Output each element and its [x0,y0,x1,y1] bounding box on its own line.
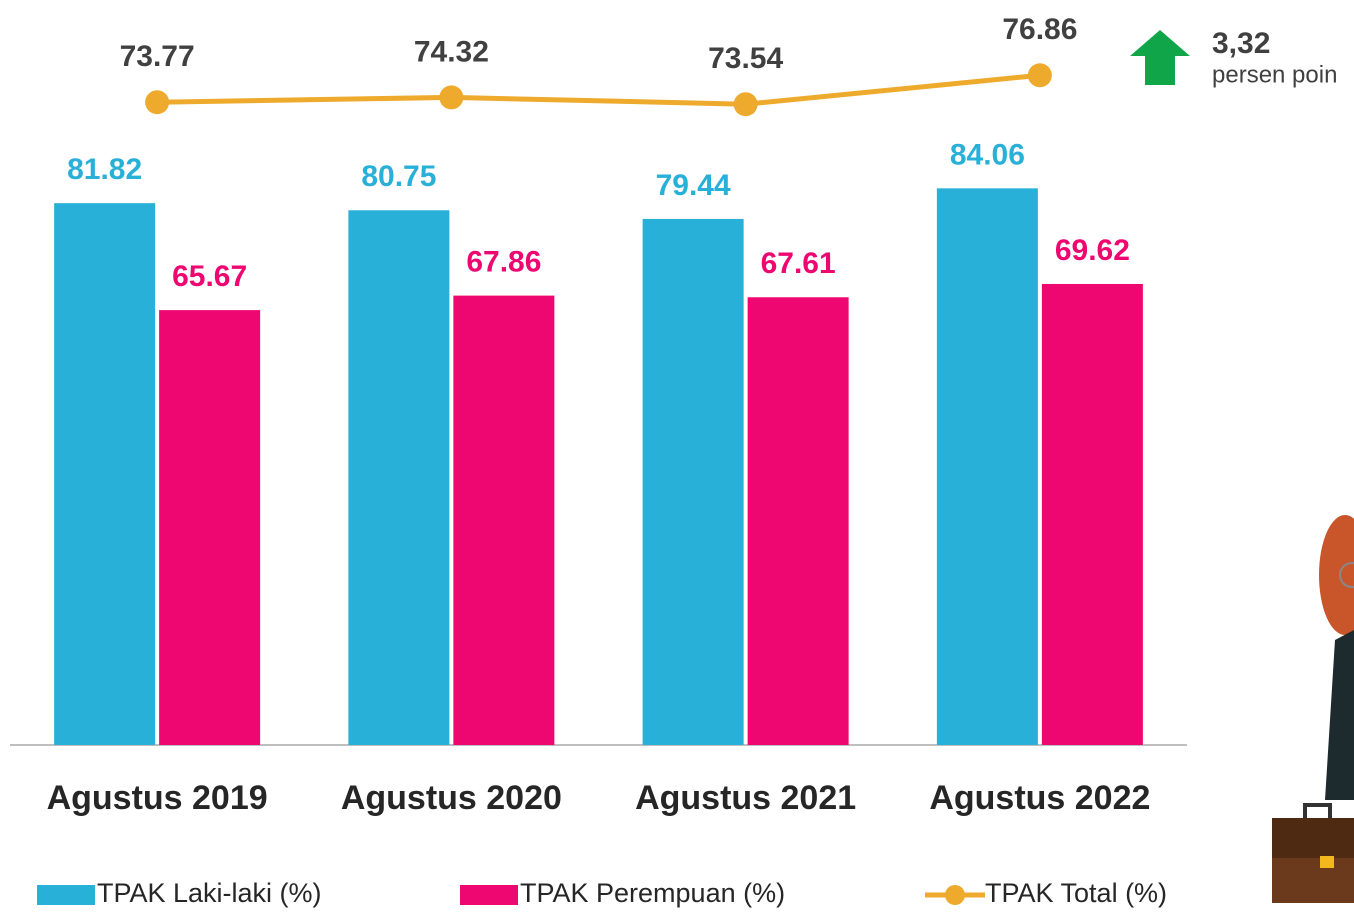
bar [1042,284,1143,745]
value-label: 67.61 [761,247,836,280]
value-label: 65.67 [172,260,247,293]
bar [348,210,449,745]
chart: 3,32 persen poin Agustus 2019 Agustus 202… [0,0,1354,919]
legend-label: TPAK Total (%) [985,878,1167,908]
line-point [145,90,169,114]
value-label: 76.86 [1002,13,1077,46]
line [157,75,1040,104]
illustration [1272,515,1354,903]
value-label: 74.32 [414,35,489,68]
bar [748,297,849,745]
x-tick-label: Agustus 2019 [47,779,268,817]
legend-label: TPAK Laki-laki (%) [97,878,322,908]
bar [643,219,744,745]
growth-annotation: 3,32 persen poin [1130,27,1337,88]
value-label: 79.44 [656,169,731,202]
x-tick-label: Agustus 2022 [929,779,1150,817]
legend-swatch [460,885,518,905]
value-label: 81.82 [67,153,142,186]
line-point [439,85,463,109]
legend-marker [945,885,965,905]
line-point [734,92,758,116]
x-tick-label: Agustus 2021 [635,779,856,817]
bar [453,296,554,745]
legend-label: TPAK Perempuan (%) [520,878,785,908]
bar [159,310,260,745]
value-label: 73.54 [708,42,783,75]
value-label: 67.86 [466,246,541,279]
up-arrow [1130,30,1190,85]
value-label: 84.06 [950,138,1025,171]
bar [54,203,155,745]
value-label: 69.62 [1055,234,1130,267]
legend-swatch [37,885,95,905]
value-label: 73.77 [120,40,195,73]
line-point [1028,63,1052,87]
annotation-value: 3,32 [1212,27,1270,60]
bar [937,188,1038,745]
x-tick-label: Agustus 2020 [341,779,562,817]
annotation-unit: persen poin [1212,61,1337,88]
value-label: 80.75 [361,160,436,193]
